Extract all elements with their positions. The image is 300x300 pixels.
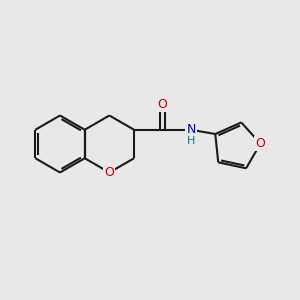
Text: O: O — [104, 166, 114, 179]
Text: H: H — [187, 136, 195, 146]
Text: N: N — [186, 123, 196, 136]
Text: O: O — [158, 98, 167, 111]
Text: O: O — [255, 137, 265, 150]
